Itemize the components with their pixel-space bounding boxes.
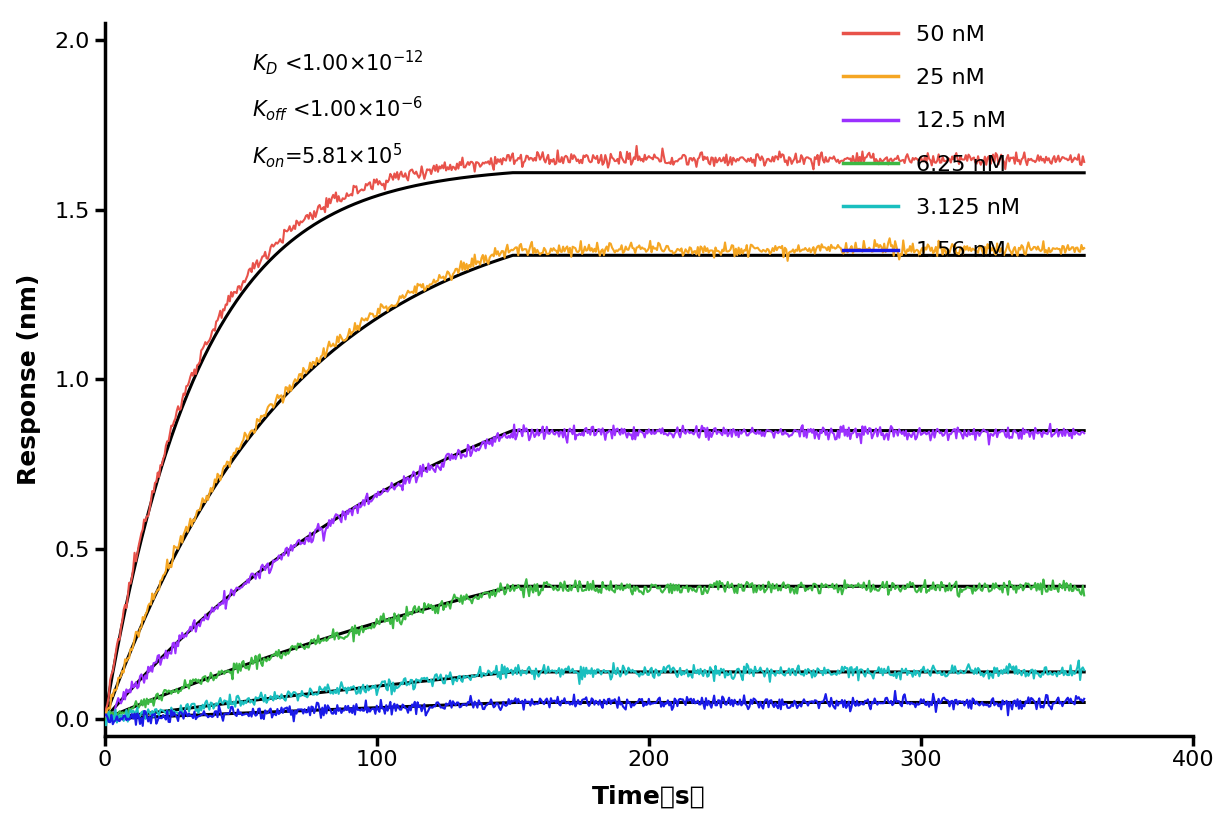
12.5 nM [97, 717, 112, 727]
25 nM [676, 251, 691, 261]
3.125 nM [772, 668, 787, 678]
25 nM [97, 707, 112, 717]
1.56 nM [580, 698, 595, 708]
6.25 nM [356, 627, 371, 637]
50 nM [629, 141, 644, 151]
1.56 nM [97, 710, 112, 720]
50 nM [1077, 157, 1092, 167]
1.56 nM [990, 699, 1004, 709]
3.125 nM [314, 684, 329, 694]
Line: 3.125 nM: 3.125 nM [105, 661, 1085, 725]
25 nM [98, 713, 113, 723]
6.25 nM [990, 582, 1004, 592]
12.5 nM [579, 423, 593, 433]
12.5 nM [355, 501, 369, 511]
25 nM [314, 351, 329, 361]
1.56 nM [1077, 694, 1092, 704]
3.125 nM [356, 680, 371, 690]
12.5 nM [1043, 419, 1057, 429]
50 nM [579, 150, 593, 160]
50 nM [97, 714, 112, 724]
6.25 nM [773, 586, 788, 596]
Line: 12.5 nM: 12.5 nM [105, 424, 1085, 722]
Legend: 50 nM, 25 nM, 12.5 nM, 6.25 nM, 3.125 nM, 1.56 nM: 50 nM, 25 nM, 12.5 nM, 6.25 nM, 3.125 nM… [833, 16, 1029, 271]
25 nM [1077, 243, 1092, 253]
3.125 nM [1077, 665, 1092, 675]
X-axis label: Time（s）: Time（s） [592, 785, 705, 808]
Line: 6.25 nM: 6.25 nM [105, 579, 1085, 723]
3.125 nM [98, 720, 113, 730]
1.56 nM [135, 721, 150, 731]
1.56 nM [888, 686, 902, 696]
Y-axis label: Response (nm): Response (nm) [17, 274, 41, 485]
3.125 nM [580, 669, 595, 679]
6.25 nM [314, 636, 329, 646]
12.5 nM [1077, 428, 1092, 438]
25 nM [883, 233, 897, 243]
25 nM [356, 314, 371, 324]
6.25 nM [581, 585, 596, 595]
50 nM [676, 150, 691, 160]
12.5 nM [675, 427, 689, 436]
25 nM [990, 238, 1004, 248]
50 nM [355, 185, 369, 195]
3.125 nM [676, 667, 691, 676]
25 nM [772, 242, 787, 252]
Line: 25 nM: 25 nM [105, 238, 1085, 718]
Line: 50 nM: 50 nM [105, 146, 1085, 719]
1.56 nM [314, 713, 329, 723]
1.56 nM [676, 695, 691, 705]
6.25 nM [98, 718, 113, 728]
25 nM [580, 245, 595, 255]
12.5 nM [313, 526, 327, 535]
50 nM [772, 147, 787, 157]
3.125 nM [97, 717, 112, 727]
6.25 nM [677, 582, 692, 592]
1.56 nM [772, 695, 787, 705]
50 nM [313, 200, 327, 210]
50 nM [988, 148, 1003, 158]
12.5 nM [987, 428, 1002, 438]
3.125 nM [988, 667, 1003, 677]
3.125 nM [1071, 656, 1086, 666]
Text: $K_D$ <1.00×10$^{-12}$
$K_{off}$ <1.00×10$^{-6}$
$K_{on}$=5.81×10$^{5}$: $K_D$ <1.00×10$^{-12}$ $K_{off}$ <1.00×1… [251, 48, 423, 170]
1.56 nM [356, 706, 371, 716]
12.5 nM [771, 428, 785, 438]
6.25 nM [97, 713, 112, 723]
Line: 1.56 nM: 1.56 nM [105, 691, 1085, 726]
6.25 nM [519, 574, 534, 584]
6.25 nM [1077, 591, 1092, 601]
